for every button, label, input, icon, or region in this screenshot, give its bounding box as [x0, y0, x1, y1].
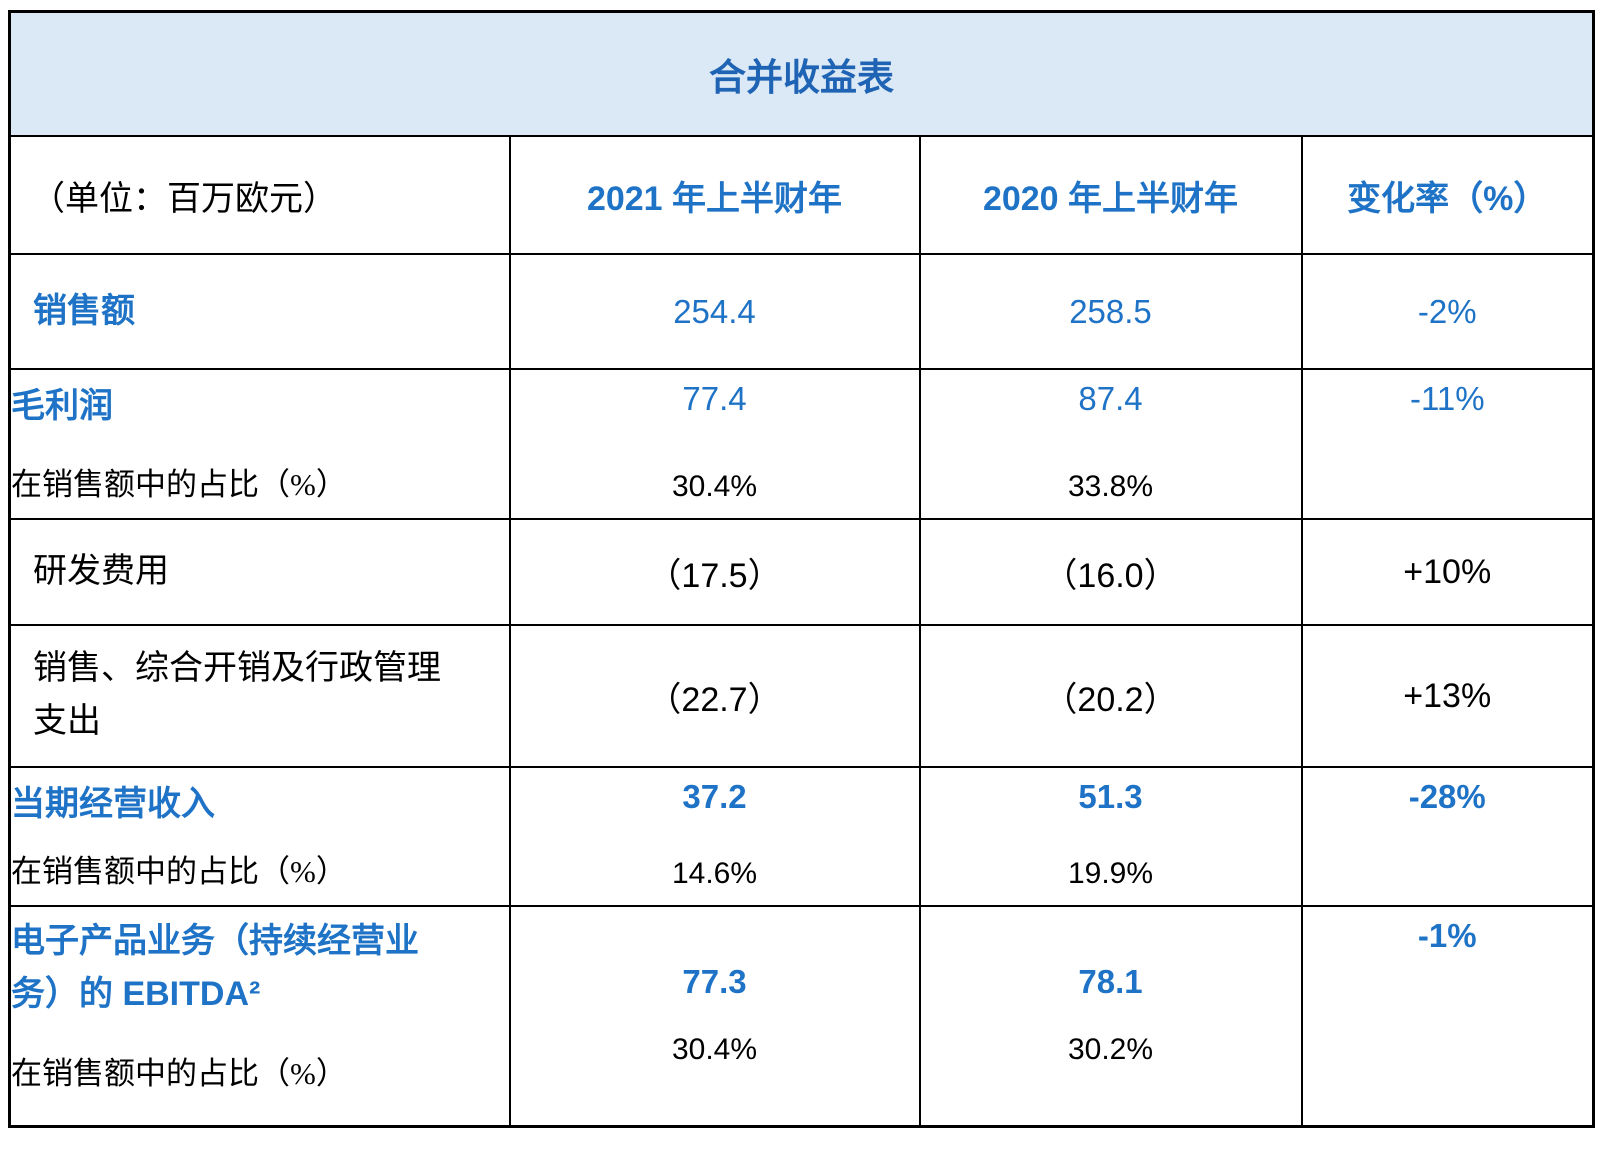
rd-2021-value: （17.5） — [647, 556, 782, 595]
sales-change-value: -2% — [1417, 292, 1477, 330]
row-rd-expenses: 研发费用 （17.5） （16.0） +10% — [8, 518, 1595, 626]
table-title-cell: 合并收益表 — [8, 10, 1595, 137]
operating-income-2021-pct: 14.6% — [671, 857, 758, 890]
operating-income-sub-label: 在销售额中的占比（%） — [11, 854, 347, 889]
column-header-2020: 2020 年上半财年 — [982, 179, 1239, 218]
rd-change-cell: +10% — [1300, 518, 1595, 626]
ebitda-sub-label: 在销售额中的占比（%） — [11, 1056, 347, 1091]
rd-change-value: +10% — [1403, 552, 1492, 591]
row-operating-income: 当期经营收入 在销售额中的占比（%） 37.2 14.6% 51.3 19.9%… — [8, 766, 1595, 907]
header-2021-cell: 2021 年上半财年 — [508, 135, 921, 255]
gross-profit-label-cell: 毛利润 在销售额中的占比（%） — [8, 368, 511, 520]
header-change-cell: 变化率（%） — [1300, 135, 1595, 255]
ebitda-label: 电子产品业务（持续经营业务）的 EBITDA² — [11, 922, 420, 1013]
sga-2020-value: （20.2） — [1043, 680, 1178, 719]
gross-profit-2020-pct: 33.8% — [1067, 470, 1154, 503]
header-row: （单位：百万欧元） 2021 年上半财年 2020 年上半财年 变化率（%） — [8, 135, 1595, 255]
operating-income-2020-pct: 19.9% — [1067, 857, 1154, 890]
ebitda-2021-cell: 77.3 30.4% — [508, 905, 921, 1128]
operating-income-change-cell: -28% — [1300, 766, 1595, 907]
gross-profit-2021-value: 77.4 — [682, 380, 747, 417]
operating-income-label-cell: 当期经营收入 在销售额中的占比（%） — [8, 766, 511, 907]
rd-label: 研发费用 — [33, 552, 169, 590]
ebitda-2020-cell: 78.1 30.2% — [918, 905, 1303, 1128]
ebitda-2021-value: 77.3 — [682, 963, 747, 1000]
sales-label-cell: 销售额 — [8, 253, 511, 370]
sga-2021-value: （22.7） — [647, 680, 782, 719]
rd-2020-value: （16.0） — [1043, 556, 1178, 595]
gross-profit-2021-cell: 77.4 30.4% — [508, 368, 921, 520]
column-header-2021: 2021 年上半财年 — [586, 179, 843, 218]
operating-income-2021-cell: 37.2 14.6% — [508, 766, 921, 907]
operating-income-2020-cell: 51.3 19.9% — [918, 766, 1303, 907]
gross-profit-change-cell: -11% — [1300, 368, 1595, 520]
ebitda-change-value: -1% — [1417, 917, 1477, 954]
ebitda-2021-pct: 30.4% — [671, 1033, 758, 1066]
header-2020-cell: 2020 年上半财年 — [918, 135, 1303, 255]
ebitda-label-cell: 电子产品业务（持续经营业务）的 EBITDA² 在销售额中的占比（%） — [8, 905, 511, 1128]
gross-profit-2021-pct: 30.4% — [671, 470, 758, 503]
gross-profit-2020-cell: 87.4 33.8% — [918, 368, 1303, 520]
ebitda-2020-pct: 30.2% — [1067, 1033, 1154, 1066]
rd-2021-cell: （17.5） — [508, 518, 921, 626]
unit-label: （单位：百万欧元） — [31, 180, 337, 218]
gross-profit-2020-value: 87.4 — [1078, 380, 1143, 417]
consolidated-income-table: 合并收益表 （单位：百万欧元） 2021 年上半财年 2020 年上半财年 变化… — [8, 10, 1595, 1128]
sales-change-cell: -2% — [1300, 253, 1595, 370]
row-sales: 销售额 254.4 258.5 -2% — [8, 253, 1595, 370]
sales-2020-value: 258.5 — [1069, 292, 1152, 330]
ebitda-change-cell: -1% — [1300, 905, 1595, 1128]
row-sga-expenses: 销售、综合开销及行政管理支出 （22.7） （20.2） +13% — [8, 624, 1595, 768]
operating-income-2021-value: 37.2 — [682, 778, 747, 815]
sga-label: 销售、综合开销及行政管理支出 — [33, 650, 441, 740]
header-unit-cell: （单位：百万欧元） — [8, 135, 511, 255]
sga-2020-cell: （20.2） — [918, 624, 1303, 768]
ebitda-2020-value: 78.1 — [1078, 963, 1143, 1000]
sales-2021-value: 254.4 — [673, 292, 756, 330]
rd-label-cell: 研发费用 — [8, 518, 511, 626]
column-header-change: 变化率（%） — [1347, 179, 1548, 218]
table-title: 合并收益表 — [709, 57, 894, 98]
row-gross-profit: 毛利润 在销售额中的占比（%） 77.4 30.4% 87.4 33.8% -1… — [8, 368, 1595, 520]
sales-2021-cell: 254.4 — [508, 253, 921, 370]
sales-label: 销售额 — [33, 292, 135, 331]
row-ebitda: 电子产品业务（持续经营业务）的 EBITDA² 在销售额中的占比（%） 77.3… — [8, 905, 1595, 1128]
gross-profit-change-value: -11% — [1409, 380, 1485, 417]
gross-profit-sub-label: 在销售额中的占比（%） — [11, 467, 347, 502]
sga-2021-cell: （22.7） — [508, 624, 921, 768]
sga-change-value: +13% — [1403, 676, 1492, 715]
rd-2020-cell: （16.0） — [918, 518, 1303, 626]
title-row: 合并收益表 — [8, 10, 1595, 137]
operating-income-label: 当期经营收入 — [11, 785, 216, 823]
sga-change-cell: +13% — [1300, 624, 1595, 768]
gross-profit-label: 毛利润 — [11, 387, 114, 425]
operating-income-2020-value: 51.3 — [1078, 778, 1143, 815]
sales-2020-cell: 258.5 — [918, 253, 1303, 370]
operating-income-change-value: -28% — [1408, 778, 1486, 815]
sga-label-cell: 销售、综合开销及行政管理支出 — [8, 624, 511, 768]
